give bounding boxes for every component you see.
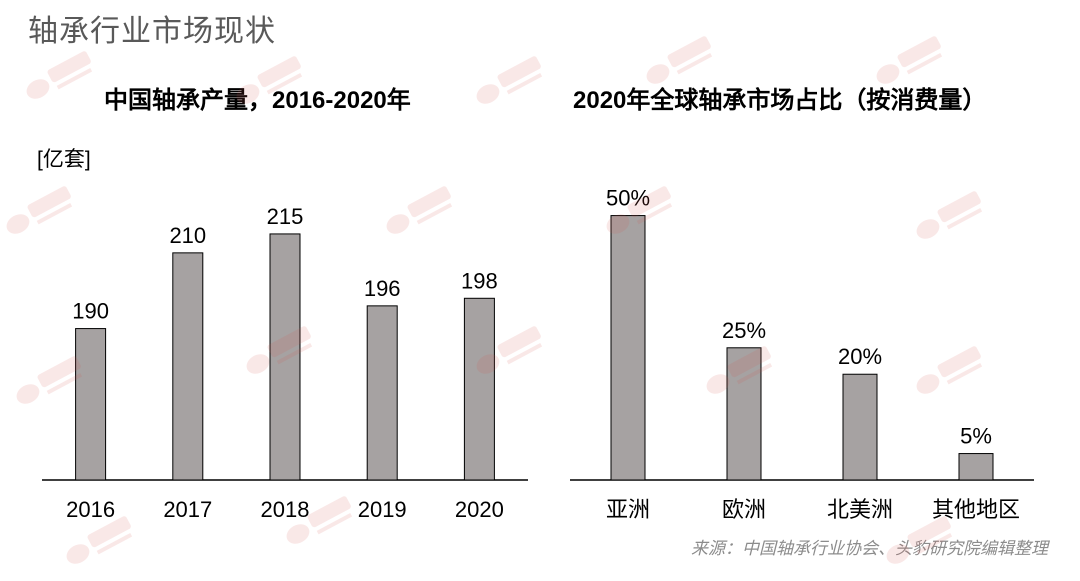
production-bar-2017 (172, 252, 204, 481)
production-value-label: 210 (169, 223, 206, 248)
market-share-bar-chart: 50% 亚洲 25% 欧洲 20% 北美洲 5% 其他地区 (570, 186, 1034, 522)
page-title: 轴承行业市场现状 (28, 15, 276, 48)
production-category-label: 2017 (163, 497, 212, 522)
production-category-label: 2020 (455, 497, 504, 522)
share-value-label: 50% (606, 186, 650, 211)
toubao-logo-watermark (0, 174, 85, 247)
production-bar-chart: 190 2016 210 2017 215 2018 196 2019 198 2020 (42, 204, 528, 522)
production-category-label: 2019 (358, 497, 407, 522)
toubao-logo-watermark (635, 24, 724, 97)
left-chart-title: 中国轴承产量，2016-2020年 (104, 87, 411, 114)
production-category-label: 2018 (261, 497, 310, 522)
toubao-logo-watermark (695, 334, 784, 407)
share-bar-其他地区 (958, 453, 994, 481)
source-note: 来源：中国轴承行业协会、头豹研究院编辑整理 (691, 539, 1048, 558)
share-bar-北美洲 (842, 373, 878, 481)
toubao-logo-watermark (235, 314, 324, 387)
left-chart-unit-label: [亿套] (37, 148, 91, 171)
share-bar-亚洲 (610, 215, 646, 481)
share-value-label: 5% (960, 424, 992, 449)
toubao-logo-watermark (865, 24, 954, 97)
production-value-label: 190 (72, 299, 109, 324)
production-bar-2016 (75, 328, 107, 481)
production-bar-2020 (463, 297, 495, 481)
toubao-logo-watermark (375, 174, 464, 247)
production-bar-2019 (366, 305, 398, 481)
toubao-logo-watermark (465, 44, 554, 117)
toubao-logo-watermark (905, 334, 994, 407)
toubao-logo-watermark (225, 44, 314, 117)
share-category-label: 亚洲 (606, 497, 650, 522)
toubao-logo-watermark (15, 39, 104, 112)
toubao-logo-watermark (55, 504, 144, 577)
share-category-label: 欧洲 (722, 497, 766, 522)
production-category-label: 2016 (66, 497, 115, 522)
share-value-label: 25% (722, 318, 766, 343)
toubao-logo-watermark (5, 344, 94, 417)
production-value-label: 196 (364, 276, 401, 301)
production-value-label: 215 (267, 204, 304, 229)
toubao-logo-watermark (875, 504, 964, 577)
share-value-label: 20% (838, 344, 882, 369)
share-category-label: 其他地区 (932, 497, 1020, 522)
production-value-label: 198 (461, 268, 498, 293)
right-chart-title: 2020年全球轴承市场占比（按消费量） (573, 87, 987, 114)
share-bar-欧洲 (726, 347, 762, 481)
toubao-logo-watermark (275, 484, 364, 557)
toubao-logo-watermark (465, 314, 554, 387)
production-bar-2018 (269, 233, 301, 481)
toubao-logo-watermark (905, 179, 994, 252)
toubao-logo-watermark (595, 174, 684, 247)
share-category-label: 北美洲 (827, 497, 893, 522)
